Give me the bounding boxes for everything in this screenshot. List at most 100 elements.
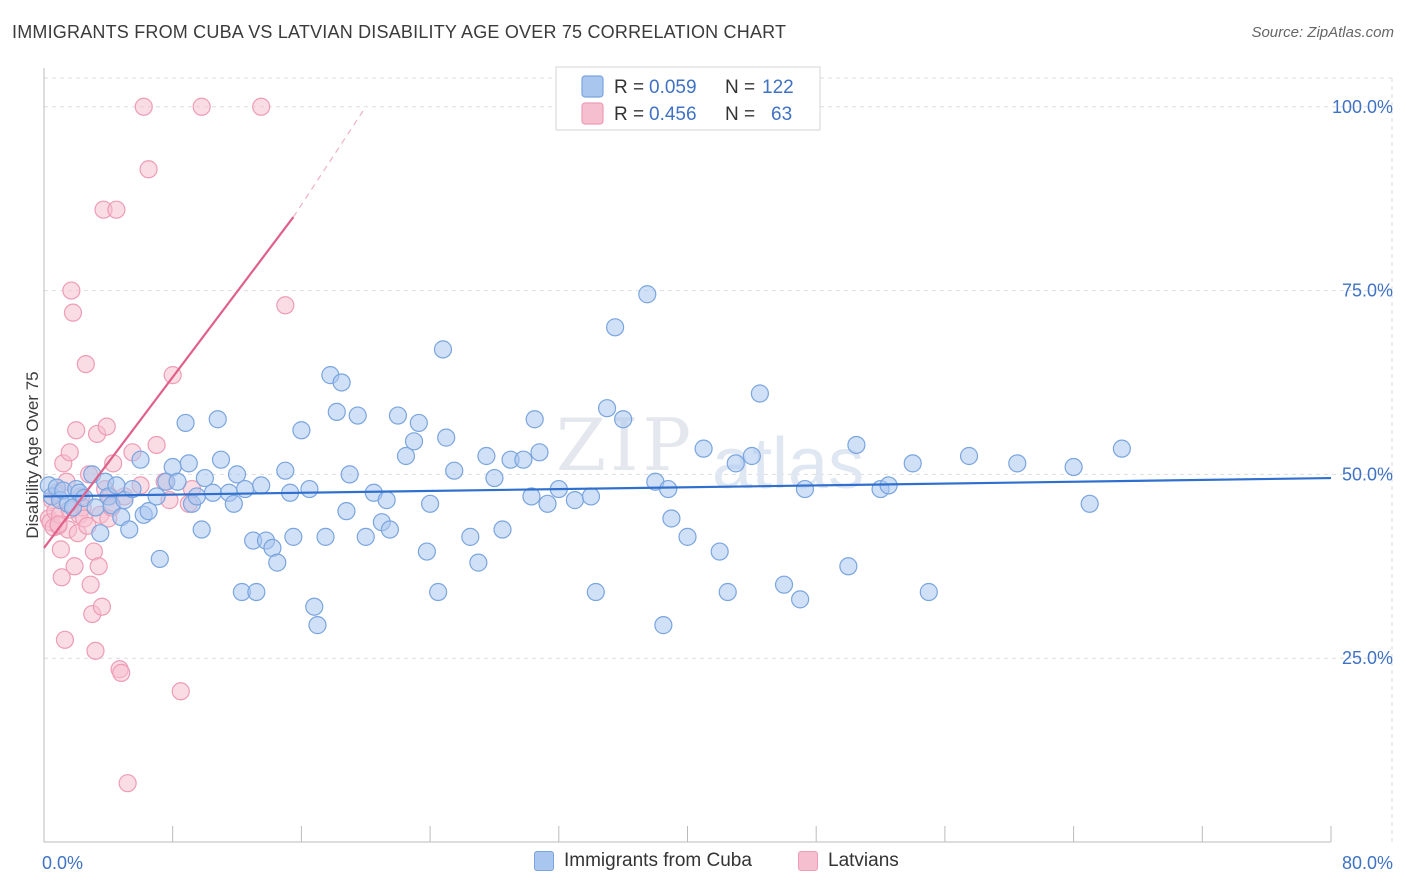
cuba-point-93 xyxy=(597,399,617,418)
cuba-point-121 xyxy=(1112,439,1131,458)
cuba-point-49 xyxy=(276,461,295,480)
cuba-point-79 xyxy=(469,553,488,572)
legend-label-latvians: Latvians xyxy=(828,850,899,871)
cuba-point-119 xyxy=(1064,457,1083,477)
cuba-point-53 xyxy=(300,479,319,499)
cuba-point-91 xyxy=(581,487,601,506)
cuba-point-35 xyxy=(203,483,223,502)
cuba-point-84 xyxy=(514,450,533,469)
latvians-point-41 xyxy=(107,200,126,219)
cuba-point-54 xyxy=(305,597,324,616)
cuba-point-67 xyxy=(380,520,399,539)
cuba-point-86 xyxy=(525,410,544,429)
cuba-point-51 xyxy=(284,527,303,546)
legend-item-latvians[interactable]: Latvians xyxy=(798,850,899,872)
correlation-legend: R = 0.059 N = 122 R = 0.456 N = 63 xyxy=(555,66,821,131)
cuba-point-21 xyxy=(131,450,150,469)
latvians-point-15 xyxy=(63,303,83,322)
cuba-point-107 xyxy=(750,384,769,403)
cuba-point-72 xyxy=(417,542,436,561)
latvians-points xyxy=(39,97,295,793)
cuba-point-45 xyxy=(252,476,271,495)
legend-item-cuba[interactable]: Immigrants from Cuba xyxy=(534,850,752,872)
cuba-point-69 xyxy=(396,446,416,466)
latvians-trend-extension xyxy=(292,106,367,218)
legend-blue-r-value: 0.059 xyxy=(649,77,697,98)
cuba-point-120 xyxy=(1080,494,1099,513)
latvians-point-49 xyxy=(139,160,158,179)
legend-blue-n-label: N = xyxy=(725,77,755,98)
latvians-point-29 xyxy=(86,641,105,660)
legend-pink-r-value: 0.456 xyxy=(649,104,697,125)
y-tick-label-3: 100.0% xyxy=(1332,97,1393,117)
latvians-point-17 xyxy=(67,421,86,440)
cuba-point-77 xyxy=(445,461,464,480)
legend-blue-r-label: R = xyxy=(614,77,644,98)
legend-blue-n-value: 122 xyxy=(762,77,794,98)
chart-title: IMMIGRANTS FROM CUBA VS LATVIAN DISABILI… xyxy=(12,22,787,42)
cuba-point-63 xyxy=(356,527,375,546)
cuba-point-59 xyxy=(332,373,351,392)
cuba-point-102 xyxy=(694,439,713,458)
cuba-point-36 xyxy=(208,410,227,429)
cuba-point-32 xyxy=(187,487,206,506)
x-tick-label-1: 80.0% xyxy=(1342,853,1393,873)
cuba-point-62 xyxy=(348,406,367,425)
cuba-point-75 xyxy=(433,340,453,359)
cuba-point-73 xyxy=(421,494,440,513)
cuba-point-103 xyxy=(710,542,729,561)
latvians-point-14 xyxy=(62,281,81,300)
y-tick-label-2: 75.0% xyxy=(1342,281,1393,301)
cuba-point-20 xyxy=(123,479,142,499)
legend-pink-n-value: 63 xyxy=(771,104,792,125)
cuba-point-66 xyxy=(377,491,396,510)
cuba-point-80 xyxy=(477,446,496,466)
latvians-point-45 xyxy=(118,774,137,793)
cuba-point-52 xyxy=(292,421,311,440)
latvians-point-33 xyxy=(92,597,112,616)
cuba-point-95 xyxy=(614,410,633,429)
cuba-point-34 xyxy=(195,468,214,488)
axes xyxy=(43,68,1332,843)
latvians-point-23 xyxy=(76,354,95,374)
latvians-point-58 xyxy=(252,97,271,116)
cuba-point-70 xyxy=(404,432,424,451)
cuba-point-30 xyxy=(179,454,198,473)
latvians-point-43 xyxy=(112,663,131,682)
cuba-point-88 xyxy=(538,494,557,513)
latvians-point-48 xyxy=(134,97,153,116)
watermark: ZIP atlas xyxy=(556,403,864,504)
cuba-point-92 xyxy=(586,582,605,602)
cuba-point-115 xyxy=(903,454,922,473)
cuba-point-108 xyxy=(774,575,794,594)
cuba-point-76 xyxy=(437,428,456,447)
latvians-point-31 xyxy=(89,557,108,576)
cuba-point-71 xyxy=(409,413,428,433)
cuba-points xyxy=(39,285,1131,635)
cuba-point-106 xyxy=(742,446,761,466)
latvians-point-13 xyxy=(60,443,79,462)
cuba-point-81 xyxy=(485,468,504,488)
cuba-point-87 xyxy=(530,443,549,462)
cuba-point-25 xyxy=(150,549,169,569)
latvians-point-57 xyxy=(192,97,211,116)
cuba-point-37 xyxy=(211,450,231,469)
cuba-point-82 xyxy=(493,520,512,539)
cuba-point-111 xyxy=(839,557,858,576)
cuba-point-58 xyxy=(327,402,346,421)
y-tick-label-0: 25.0% xyxy=(1342,648,1393,668)
cuba-point-116 xyxy=(919,582,938,602)
latvians-point-54 xyxy=(171,682,190,701)
latvians-point-10 xyxy=(55,630,75,649)
latvians-point-60 xyxy=(49,515,68,534)
legend-swatch-pink xyxy=(581,102,604,125)
cuba-point-56 xyxy=(316,527,335,546)
cuba-point-99 xyxy=(659,479,678,499)
cuba-point-12 xyxy=(91,524,110,543)
latvians-point-61 xyxy=(51,540,70,559)
cuba-point-44 xyxy=(247,582,266,602)
cuba-point-68 xyxy=(388,406,408,425)
series-legend: Immigrants from Cuba Latvians xyxy=(0,850,1406,880)
trend-lines xyxy=(43,106,1332,549)
